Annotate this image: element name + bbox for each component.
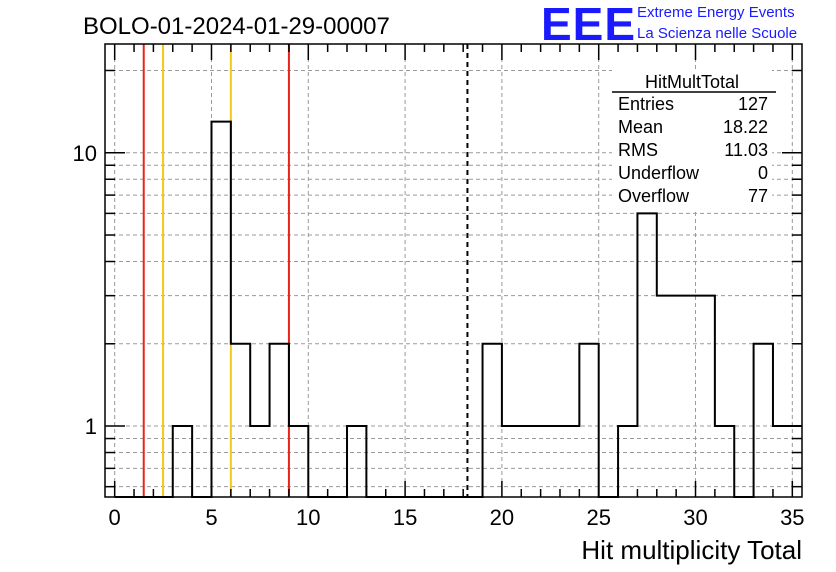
stats-row-value: 77 [748, 186, 768, 206]
x-tick-label: 5 [205, 505, 217, 530]
stats-row-label: Mean [618, 117, 663, 137]
stats-row-label: Underflow [618, 163, 700, 183]
x-tick-label: 20 [490, 505, 514, 530]
axis-ticks-layer: 0 5 10 15 20 25 30 35 1 10 [73, 44, 805, 530]
stats-row-value: 11.03 [724, 140, 768, 160]
stats-title: HitMultTotal [645, 72, 739, 92]
logo-line-2: La Scienza nelle Scuole [637, 25, 797, 42]
x-tick-label: 25 [586, 505, 610, 530]
x-tick-label: 10 [296, 505, 320, 530]
x-tick-label: 0 [109, 505, 121, 530]
y-tick-label: 10 [73, 141, 97, 166]
logo-mark: EEE [541, 0, 636, 50]
eee-logo: EEE Extreme Energy Events La Scienza nel… [541, 0, 797, 50]
stats-row-value: 127 [738, 94, 768, 114]
stats-row-label: Entries [618, 94, 674, 114]
stats-box: HitMultTotal Entries 127 Mean 18.22 RMS 11.03… [612, 70, 776, 210]
stats-row-label: Overflow [618, 186, 690, 206]
x-axis-title: Hit multiplicity Total [581, 535, 802, 565]
stats-box-background [612, 70, 772, 210]
x-tick-label: 30 [683, 505, 707, 530]
stats-rows: Entries 127 Mean 18.22 RMS 11.03 Underflow 0 Ove… [618, 94, 768, 206]
plot-border [104, 43, 803, 498]
x-tick-label: 15 [393, 505, 417, 530]
x-tick-label: 35 [780, 505, 804, 530]
stats-row-label: RMS [618, 140, 658, 160]
stats-row-value: 18.22 [723, 117, 768, 137]
plot-frame [104, 43, 803, 498]
run-title: BOLO-01-2024-01-29-00007 [83, 13, 390, 40]
y-tick-label: 1 [85, 414, 97, 439]
logo-line-1: Extreme Energy Events [637, 4, 795, 21]
stats-row-value: 0 [758, 163, 768, 183]
